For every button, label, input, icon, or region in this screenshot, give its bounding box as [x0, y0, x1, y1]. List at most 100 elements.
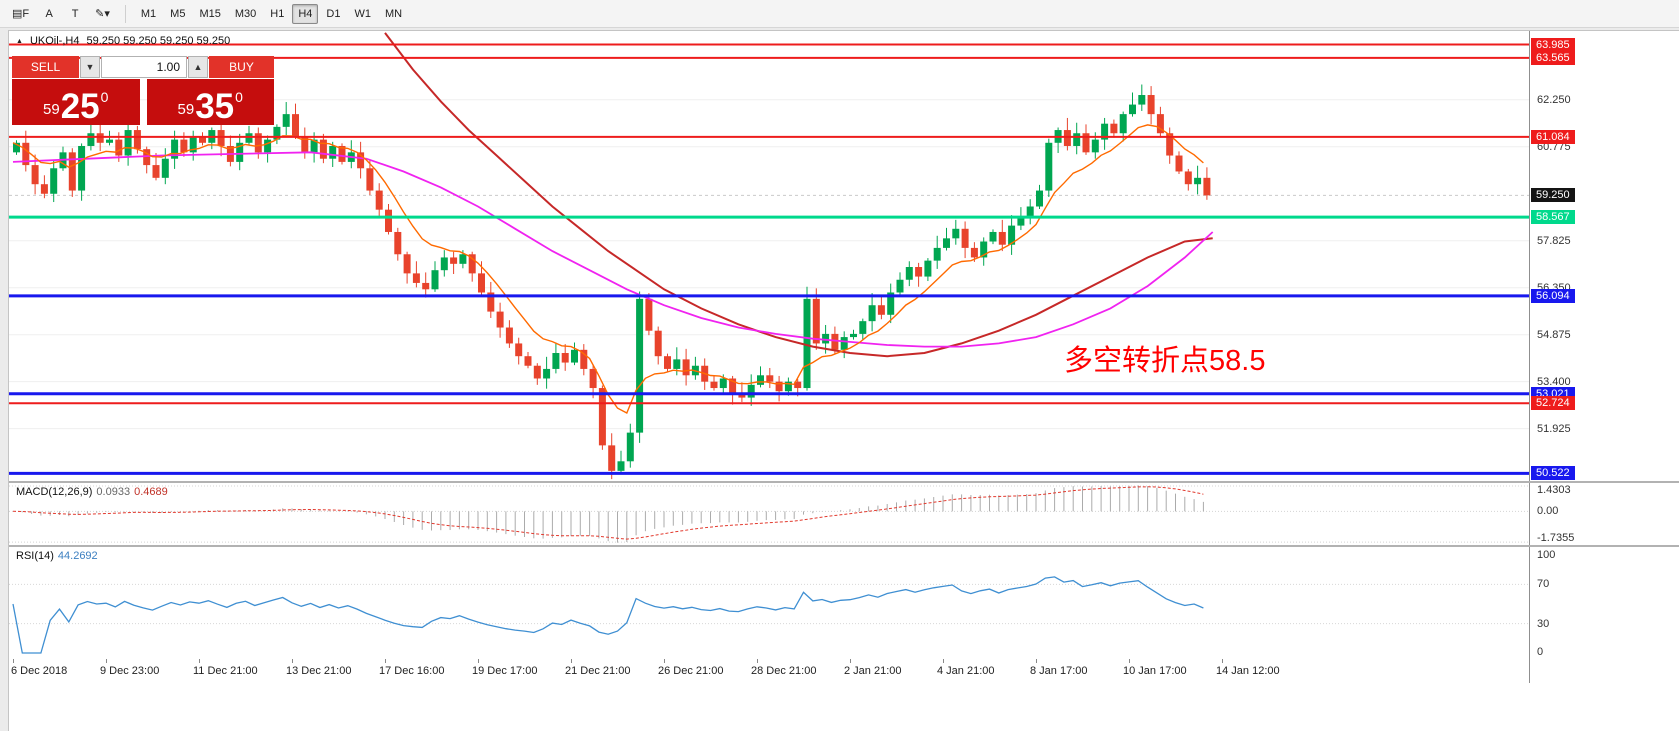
- time-label: 13 Dec 21:00: [286, 665, 352, 677]
- ohlc-values: 59.250 59.250 59.250 59.250: [86, 35, 231, 47]
- tf-button-w1[interactable]: W1: [354, 7, 371, 20]
- bottom-filler: [9, 683, 1679, 731]
- time-tick: [571, 659, 572, 663]
- time-label: 21 Dec 21:00: [565, 665, 631, 677]
- price-level-badge[interactable]: 56.094: [1531, 288, 1575, 303]
- macd-signal-line: [12, 486, 1204, 540]
- buy-price-point: 0: [235, 89, 243, 105]
- macd-title: MACD(12,26,9) 0.0933 0.4689: [16, 486, 168, 498]
- sell-price-pips: 25: [60, 86, 100, 126]
- price-tick: 53.400: [1537, 375, 1571, 388]
- macd-chart: [9, 485, 1529, 543]
- one-click-trading-panel: SELL ▼ ▲ BUY 59 25 0 59: [12, 56, 274, 125]
- tf-button-d1[interactable]: D1: [326, 7, 341, 20]
- rsi-value: 44.2692: [57, 550, 98, 562]
- price-level-badge[interactable]: 63.565: [1531, 50, 1575, 65]
- rsi-line: [12, 576, 1204, 654]
- chart-templates-icon[interactable]: ▤F: [12, 8, 30, 20]
- volume-increase-button[interactable]: ▲: [188, 56, 208, 78]
- price-axis[interactable]: 62.250 60.775 57.825 56.350 54.875 53.400 51.9…: [1529, 31, 1679, 481]
- font-tool-icon[interactable]: A: [45, 7, 53, 20]
- rsi-axis-label: 100: [1537, 549, 1556, 561]
- color-tool-icon[interactable]: ✎▾: [95, 8, 110, 20]
- volume-input[interactable]: [101, 56, 187, 78]
- time-axis-corner: [1529, 659, 1679, 683]
- time-tick: [292, 659, 293, 663]
- time-label: 10 Jan 17:00: [1123, 665, 1187, 677]
- main-chart-panel: ▲ UKOil-,H4 59.250 59.250 59.250 59.250 …: [9, 31, 1529, 481]
- volume-decrease-button[interactable]: ▼: [80, 56, 100, 78]
- macd-axis-label: 1.4303: [1537, 484, 1571, 496]
- price-tick: 57.825: [1537, 234, 1571, 247]
- time-label: 9 Dec 23:00: [100, 665, 160, 677]
- time-tick: [478, 659, 479, 663]
- ma-mid-line: [12, 151, 1214, 348]
- time-label: 14 Jan 12:00: [1216, 665, 1280, 677]
- panel-separator[interactable]: [9, 545, 1679, 547]
- time-tick: [106, 659, 107, 663]
- tf-button-m1[interactable]: M1: [140, 7, 157, 20]
- price-level-badge[interactable]: 61.084: [1531, 129, 1575, 144]
- buy-price-button[interactable]: 59 35 0: [146, 79, 274, 126]
- buy-button[interactable]: BUY: [209, 56, 274, 78]
- rsi-axis-label: 70: [1537, 578, 1550, 591]
- tf-button-m30[interactable]: M30: [234, 7, 257, 20]
- sell-price-point: 0: [100, 89, 109, 105]
- chart-window: ▲ UKOil-,H4 59.250 59.250 59.250 59.250 …: [8, 30, 1679, 731]
- price-level-badge[interactable]: 50.522: [1531, 466, 1575, 481]
- symbol-ohlc-line: ▲ UKOil-,H4 59.250 59.250 59.250 59.250: [16, 35, 230, 47]
- macd-panel: MACD(12,26,9) 0.0933 0.4689: [9, 483, 1529, 545]
- time-tick: [199, 659, 200, 663]
- time-tick: [13, 659, 14, 663]
- ma-fast-line: [12, 124, 1204, 414]
- rsi-title: RSI(14) 44.2692: [16, 550, 98, 562]
- price-level-badge[interactable]: 63.985: [1531, 37, 1575, 52]
- buy-price-pips: 35: [195, 86, 235, 126]
- toolbar-separator: [124, 4, 126, 23]
- toolbar-icon-group: ▤F A T ✎▾: [6, 4, 116, 24]
- time-label: 11 Dec 21:00: [193, 665, 258, 677]
- price-chart[interactable]: [9, 31, 1529, 481]
- tf-button-m15[interactable]: M15: [199, 7, 221, 20]
- time-tick: [664, 659, 665, 663]
- symbol-label: UKOil-,H4: [29, 35, 80, 47]
- panel-separator[interactable]: [9, 481, 1679, 483]
- time-axis[interactable]: 6 Dec 2018 9 Dec 23:00 11 Dec 21:00 13 Dec …: [9, 659, 1529, 683]
- time-tick: [1036, 659, 1037, 663]
- toolbar: ▤F A T ✎▾ M1 M5 M15 M30 H1 H4 D1 W1 MN: [0, 0, 1679, 28]
- rsi-panel: RSI(14) 44.2692: [9, 547, 1529, 659]
- rsi-chart: [9, 576, 1529, 654]
- macd-main-value: 0.0933: [96, 486, 131, 498]
- price-level-badge[interactable]: 58.567: [1531, 210, 1575, 225]
- rsi-axis: 100 70 30 0: [1529, 547, 1679, 659]
- chart-annotation: 多空转折点58.5: [1064, 345, 1266, 377]
- buy-price-int: 59: [177, 101, 195, 118]
- time-tick: [943, 659, 944, 663]
- macd-name: MACD(12,26,9): [16, 486, 93, 498]
- price-tick: 62.250: [1537, 93, 1571, 106]
- tf-button-h1[interactable]: H1: [270, 7, 285, 20]
- macd-signal-value: 0.4689: [134, 486, 168, 498]
- tf-button-m5[interactable]: M5: [170, 7, 186, 20]
- tf-button-h4[interactable]: H4: [292, 3, 319, 24]
- ma-slow-line: [384, 32, 1213, 358]
- rsi-name: RSI(14): [16, 550, 54, 562]
- time-label: 26 Dec 21:00: [658, 665, 724, 677]
- macd-axis-label: -1.7355: [1537, 532, 1575, 544]
- sell-button[interactable]: SELL: [12, 56, 79, 78]
- time-label: 28 Dec 21:00: [751, 665, 817, 677]
- time-tick: [757, 659, 758, 663]
- time-label: 6 Dec 2018: [11, 665, 68, 677]
- macd-histogram: [21, 485, 1204, 543]
- time-label: 4 Jan 21:00: [937, 665, 995, 677]
- tf-button-mn[interactable]: MN: [384, 7, 403, 20]
- collapse-triangle-icon[interactable]: ▲: [16, 37, 23, 45]
- time-label: 19 Dec 17:00: [472, 665, 538, 677]
- time-label: 17 Dec 16:00: [379, 665, 445, 677]
- price-level-badge[interactable]: 52.724: [1531, 396, 1575, 411]
- text-tool-icon[interactable]: T: [71, 7, 79, 20]
- sell-price-button[interactable]: 59 25 0: [12, 79, 140, 125]
- rsi-axis-label: 0: [1537, 646, 1544, 658]
- time-tick: [850, 659, 851, 663]
